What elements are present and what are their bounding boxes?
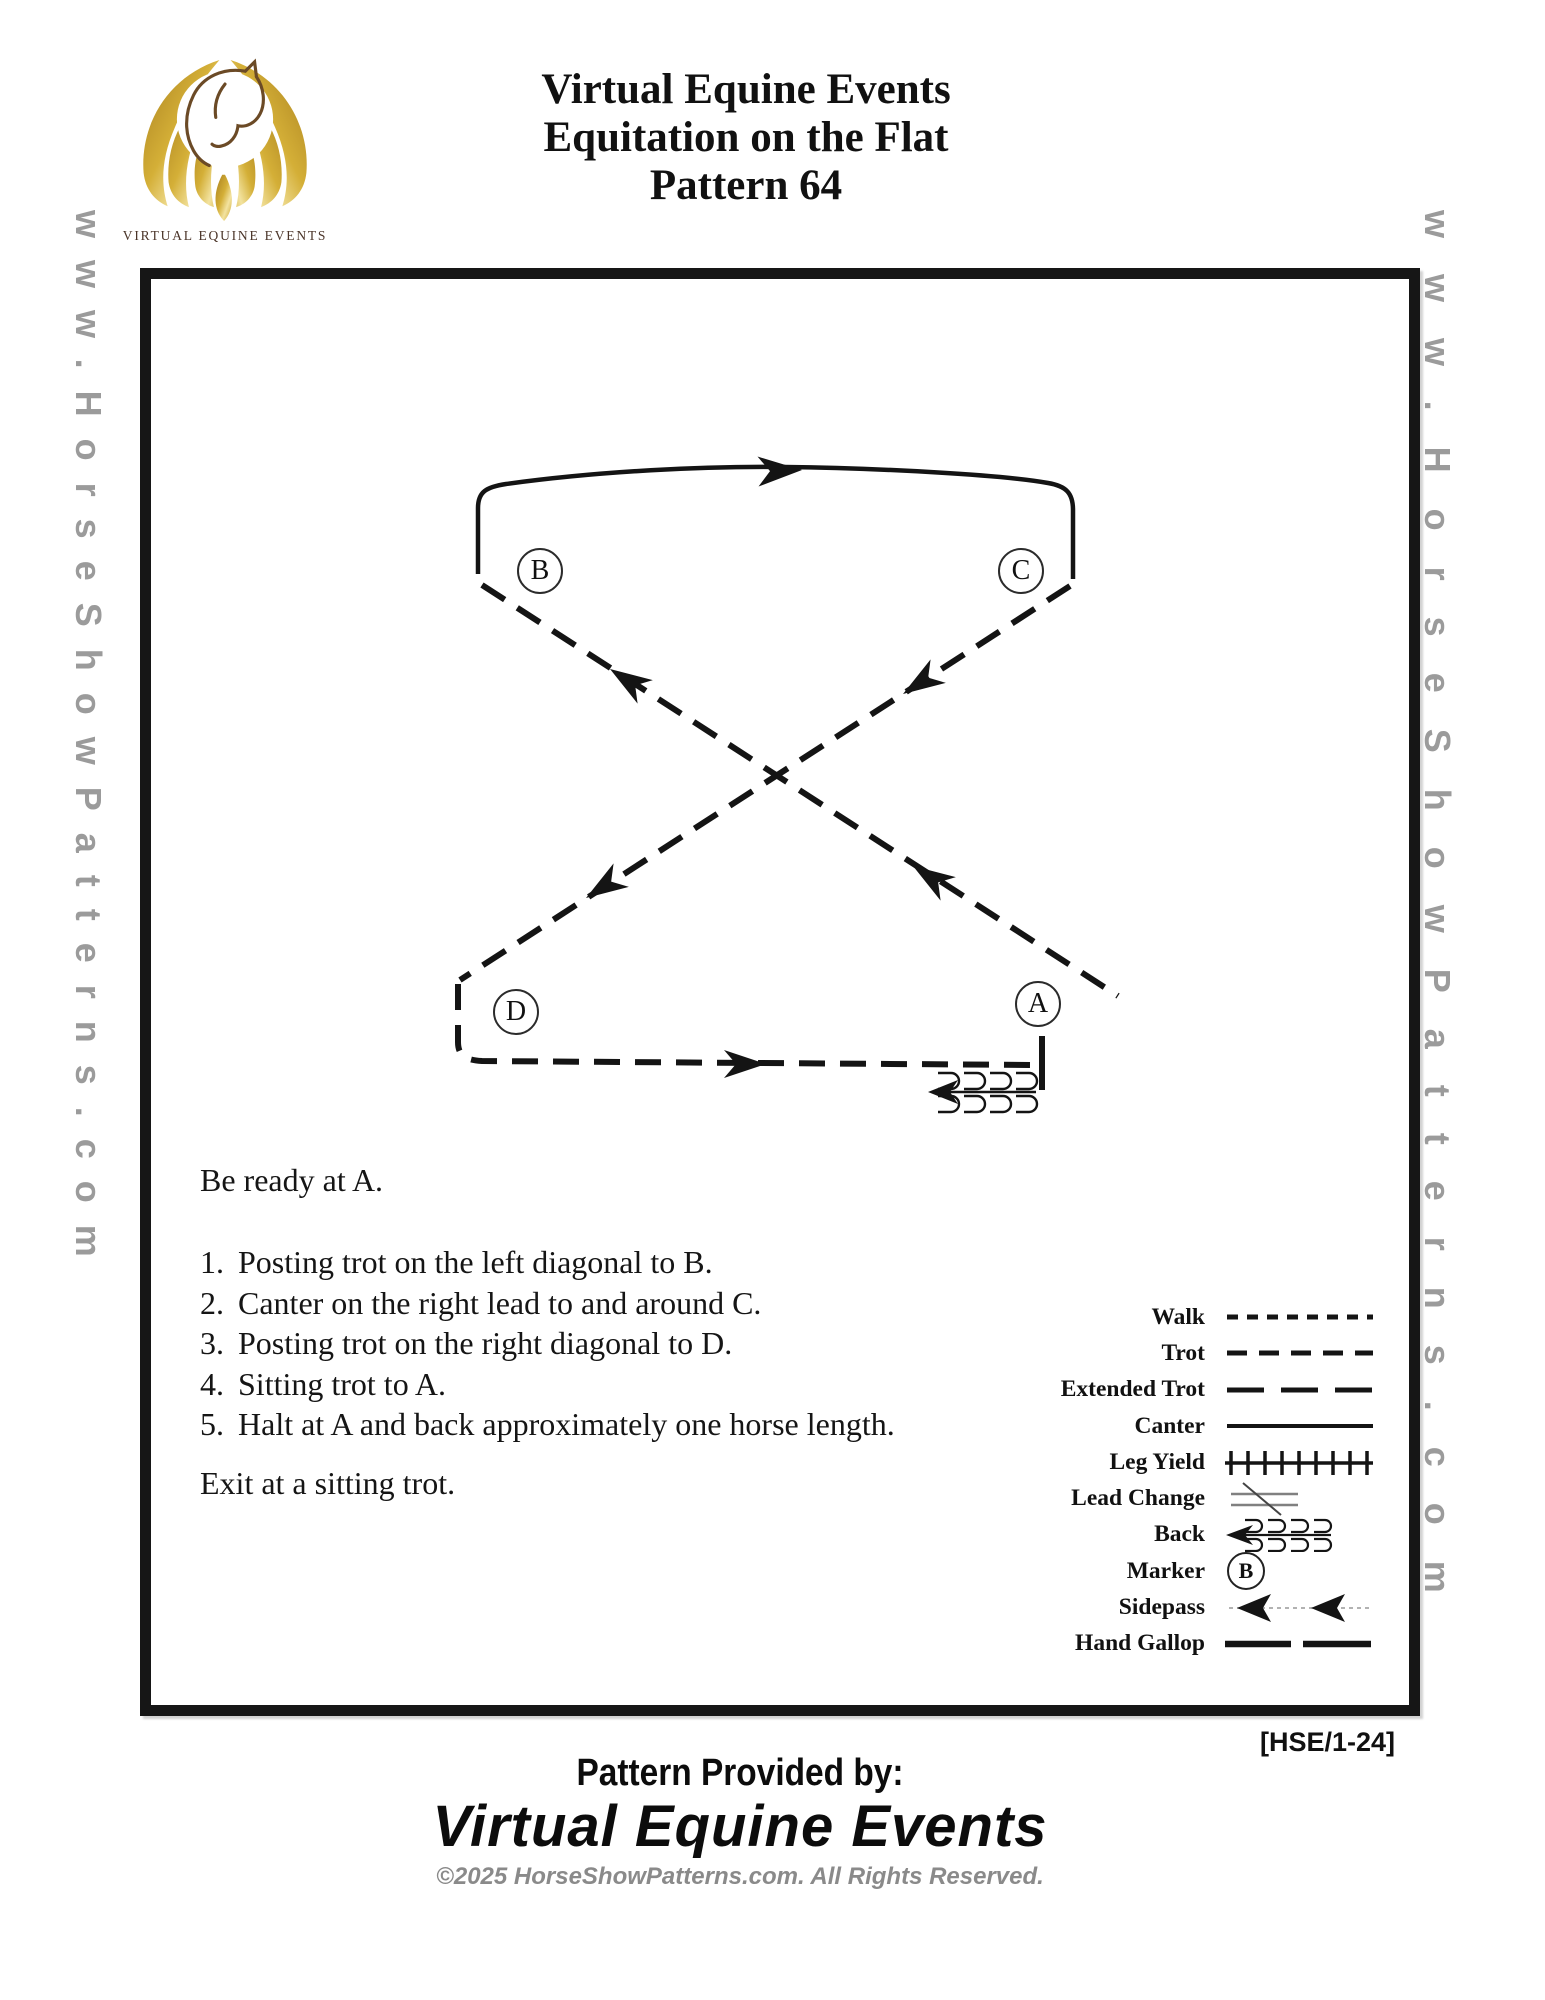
marker-b: B — [517, 548, 563, 594]
legend-label-walk: Walk — [1151, 1303, 1205, 1330]
instructions-steps: 1. Posting trot on the left diagonal to … — [200, 1242, 1000, 1445]
marker-b-letter: B — [530, 555, 550, 586]
marker-d-letter: D — [505, 996, 527, 1027]
back-legend-symbol — [1223, 1518, 1375, 1552]
watermark-right: www.HorseShowPatterns.com — [1417, 210, 1458, 1629]
marker-c: C — [998, 548, 1044, 594]
legend-label-marker: Marker — [1126, 1557, 1205, 1584]
step-4-number: 4. — [200, 1365, 224, 1402]
legend: Walk Trot Extended Trot Canter Leg Yield — [955, 1299, 1375, 1662]
walk-symbol — [1223, 1300, 1375, 1334]
legend-label-leg-yield: Leg Yield — [1109, 1448, 1205, 1475]
hand-gallop-symbol — [1223, 1627, 1375, 1661]
legend-label-extended-trot: Extended Trot — [1060, 1376, 1205, 1403]
marker-d: D — [493, 989, 539, 1035]
step-5-number: 5. — [200, 1406, 224, 1442]
title-line-2: Equitation on the Flat — [543, 114, 949, 161]
legend-row-lead-change: Lead Change — [955, 1480, 1375, 1516]
logo-caption: VIRTUAL EQUINE EVENTS — [122, 228, 328, 243]
step-3-text: Posting trot on the right diagonal to D. — [238, 1325, 733, 1361]
legend-label-sidepass: Sidepass — [1118, 1594, 1205, 1621]
marker-a-letter: A — [1027, 988, 1049, 1019]
winged-horse-logo-icon — [143, 58, 307, 221]
legend-row-walk: Walk — [955, 1299, 1375, 1335]
sidepass-symbol — [1223, 1591, 1375, 1625]
step-1: 1. Posting trot on the left diagonal to … — [200, 1242, 1000, 1283]
legend-row-leg-yield: Leg Yield — [955, 1444, 1375, 1480]
extended-trot-symbol — [1223, 1373, 1375, 1407]
instructions-intro: Be ready at A. — [200, 1162, 384, 1198]
step-5-text: Halt at A and back approximately one hor… — [238, 1406, 895, 1442]
marker-c-letter: C — [1011, 555, 1031, 586]
legend-row-trot: Trot — [955, 1335, 1375, 1371]
canter-symbol — [1223, 1409, 1375, 1443]
legend-row-back: Back — [955, 1517, 1375, 1553]
title-line-1: Virtual Equine Events — [541, 66, 951, 113]
step-4-text: Sitting trot to A. — [238, 1365, 447, 1402]
lead-change-symbol — [1223, 1481, 1375, 1516]
step-1-number: 1. — [200, 1244, 224, 1280]
provided-by-label: Pattern Provided by: — [576, 1752, 904, 1794]
legend-row-extended-trot: Extended Trot — [955, 1372, 1375, 1408]
trot-symbol — [1223, 1336, 1375, 1370]
provider-name: Virtual Equine Events — [432, 1794, 1048, 1859]
logo: VIRTUAL EQUINE EVENTS — [100, 36, 350, 244]
legend-label-hand-gallop: Hand Gallop — [1075, 1630, 1205, 1657]
step-3-number: 3. — [200, 1325, 224, 1361]
copyright-text: ©2025 HorseShowPatterns.com. All Rights … — [436, 1863, 1044, 1890]
pattern-code: [HSE/1-24] — [1259, 1727, 1395, 1757]
title-line-3: Pattern 64 — [649, 162, 843, 209]
watermark-left: www.HorseShowPatterns.com — [68, 210, 109, 1279]
instructions: Be ready at A. 1. Posting trot on the le… — [200, 1160, 1000, 1503]
legend-label-trot: Trot — [1161, 1339, 1205, 1366]
instructions-exit: Exit at a sitting trot. — [200, 1464, 456, 1501]
legend-marker-circle: B — [1227, 1552, 1265, 1591]
marker-a: A — [1015, 981, 1061, 1027]
legend-label-canter: Canter — [1134, 1412, 1205, 1439]
legend-row-canter: Canter — [955, 1408, 1375, 1444]
legend-label-lead-change: Lead Change — [1071, 1485, 1205, 1512]
footer: Pattern Provided by: Virtual Equine Even… — [0, 1752, 1480, 1891]
step-1-text: Posting trot on the left diagonal to B. — [238, 1244, 713, 1280]
step-4: 4. Sitting trot to A. — [200, 1364, 1000, 1405]
legend-row-sidepass: Sidepass — [955, 1589, 1375, 1625]
legend-label-back: Back — [1154, 1521, 1205, 1548]
step-5: 5. Halt at A and back approximately one … — [200, 1404, 1000, 1445]
step-2-number: 2. — [200, 1284, 224, 1321]
step-3: 3. Posting trot on the right diagonal to… — [200, 1323, 1000, 1364]
leg-yield-symbol — [1223, 1445, 1375, 1479]
legend-row-hand-gallop: Hand Gallop — [955, 1626, 1375, 1662]
marker-symbol: B — [1223, 1552, 1375, 1591]
page-title: Virtual Equine Events Equitation on the … — [0, 66, 1492, 210]
step-2: 2. Canter on the right lead to and aroun… — [200, 1283, 1000, 1324]
step-2-text: Canter on the right lead to and around C… — [238, 1284, 762, 1321]
legend-marker-letter: B — [1238, 1558, 1254, 1584]
legend-row-marker: Marker B — [955, 1552, 1375, 1591]
